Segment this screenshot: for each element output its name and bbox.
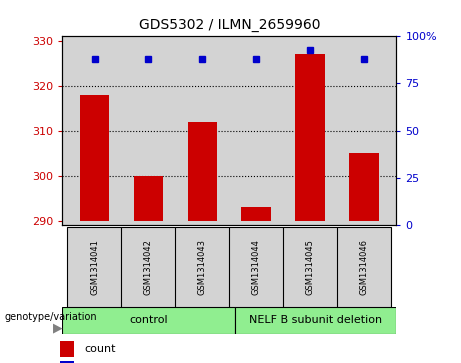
Bar [235, 307, 396, 334]
Bar [296, 54, 325, 221]
Text: GSM1314041: GSM1314041 [90, 239, 99, 295]
Text: ▶: ▶ [53, 321, 63, 334]
Bar [121, 227, 176, 307]
Bar [67, 227, 122, 307]
Bar [188, 122, 217, 221]
Bar [134, 176, 163, 221]
Bar [175, 227, 230, 307]
Text: control: control [129, 315, 168, 325]
Text: genotype/variation: genotype/variation [5, 312, 97, 322]
Text: GSM1314046: GSM1314046 [360, 239, 369, 295]
Bar [229, 227, 284, 307]
Bar [62, 307, 235, 334]
Bar [80, 95, 109, 221]
Text: GSM1314045: GSM1314045 [306, 239, 315, 295]
Text: count: count [85, 344, 116, 354]
Bar [337, 227, 391, 307]
Bar [60, 340, 74, 357]
Bar [60, 361, 74, 363]
Bar [349, 153, 379, 221]
Bar [283, 227, 337, 307]
Text: GSM1314042: GSM1314042 [144, 239, 153, 295]
Text: NELF B subunit deletion: NELF B subunit deletion [249, 315, 382, 325]
Title: GDS5302 / ILMN_2659960: GDS5302 / ILMN_2659960 [139, 19, 320, 33]
Text: GSM1314044: GSM1314044 [252, 239, 261, 295]
Bar [242, 207, 271, 221]
Text: GSM1314043: GSM1314043 [198, 239, 207, 295]
